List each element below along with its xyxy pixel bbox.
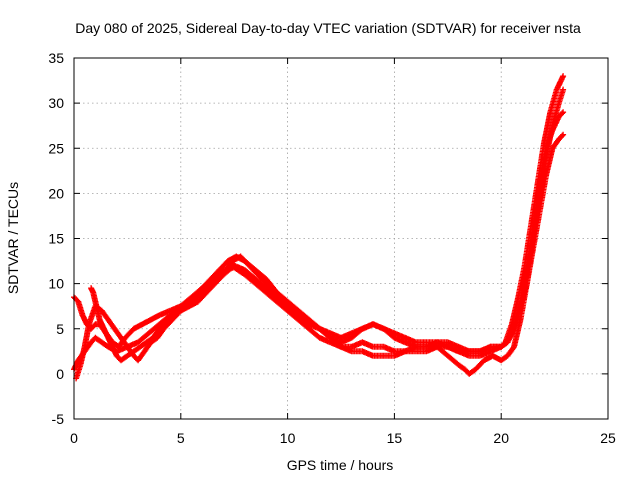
- chart-title: Day 080 of 2025, Sidereal Day-to-day VTE…: [75, 20, 581, 36]
- x-tick-label: 10: [280, 430, 296, 446]
- y-tick-label: -5: [52, 411, 65, 427]
- y-axis-label: SDTVAR / TECUs: [5, 182, 21, 294]
- y-tick-label: 20: [48, 185, 64, 201]
- y-tick-label: 25: [48, 140, 64, 156]
- x-tick-label: 20: [493, 430, 509, 446]
- x-tick-label: 15: [387, 430, 403, 446]
- y-tick-label: 10: [48, 276, 64, 292]
- y-tick-label: 35: [48, 50, 64, 66]
- data-point-markers: [73, 73, 567, 382]
- x-tick-label: 5: [177, 430, 185, 446]
- x-tick-label: 25: [600, 430, 616, 446]
- tick-labels: 0 5 10 15 20 25 -5 0 5 10 15 20 25 30 35: [48, 50, 616, 446]
- y-tick-label: 0: [56, 366, 64, 382]
- data-points: [71, 73, 567, 382]
- x-axis-label: GPS time / hours: [287, 457, 394, 473]
- grid: [74, 58, 608, 419]
- y-tick-label: 5: [56, 321, 64, 337]
- series-track-4: [73, 73, 567, 382]
- y-tick-label: 15: [48, 231, 64, 247]
- x-tick-label: 0: [70, 430, 78, 446]
- y-tick-label: 30: [48, 95, 64, 111]
- plot-frame: [73, 57, 609, 420]
